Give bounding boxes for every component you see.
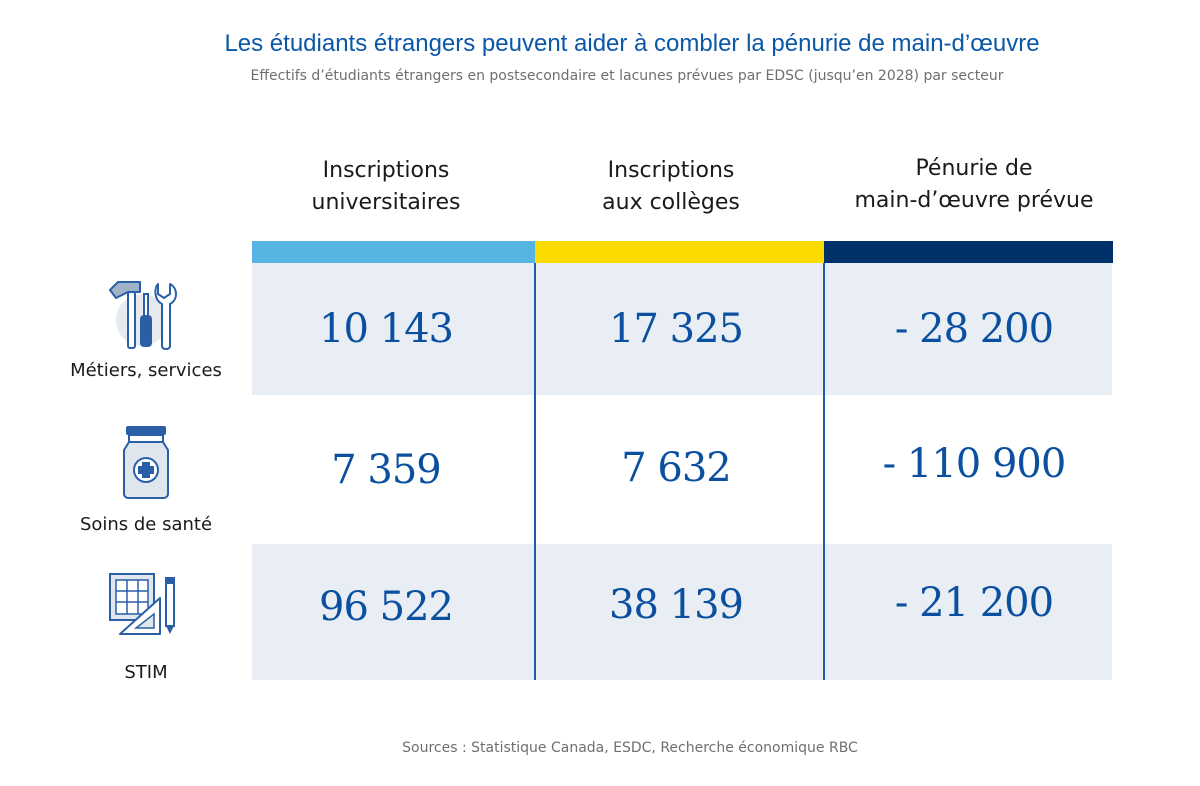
chart-title: Les étudiants étrangers peuvent aider à …	[224, 30, 1040, 57]
cell-stem-shortage: - 21 200	[894, 580, 1054, 626]
column-header-shortage: Pénurie de main-d’œuvre prévue	[824, 153, 1124, 217]
row-label-trades: Métiers, services	[70, 360, 222, 381]
column-header-line2: aux collèges	[602, 190, 740, 215]
tools-icon	[109, 281, 177, 350]
cell-trades-college: 17 325	[609, 306, 744, 352]
row-label-stem: STIM	[124, 662, 168, 683]
cell-health-college: 7 632	[621, 445, 732, 491]
source-note: Sources : Statistique Canada, ESDC, Rech…	[402, 740, 858, 756]
cell-health-university: 7 359	[331, 447, 442, 493]
column-header-line2: main-d’œuvre prévue	[854, 188, 1094, 213]
column-header-line1: Inscriptions	[322, 158, 450, 183]
blueprint-icon	[109, 573, 175, 635]
chart-subtitle: Effectifs d’étudiants étrangers en posts…	[250, 68, 1004, 84]
column-bar-shortage	[824, 241, 1113, 263]
column-bar-university	[252, 241, 535, 263]
column-header-line1: Pénurie de	[915, 156, 1033, 181]
row-label-health: Soins de santé	[79, 514, 213, 535]
column-divider	[823, 263, 825, 680]
cell-stem-college: 38 139	[609, 582, 744, 628]
medicine-bottle-icon	[123, 426, 169, 499]
cell-trades-university: 10 143	[319, 306, 454, 352]
column-header-line2: universitaires	[311, 190, 461, 215]
cell-stem-university: 96 522	[319, 584, 454, 630]
cell-trades-shortage: - 28 200	[894, 306, 1054, 352]
column-header-college: Inscriptions aux collèges	[536, 155, 806, 219]
row-background-trades	[252, 263, 1112, 395]
row-background-stem	[252, 544, 1112, 680]
column-divider	[534, 263, 536, 680]
column-bar-college	[535, 241, 824, 263]
column-header-line1: Inscriptions	[607, 158, 735, 183]
column-header-university: Inscriptions universitaires	[252, 155, 520, 219]
cell-health-shortage: - 110 900	[882, 441, 1067, 487]
